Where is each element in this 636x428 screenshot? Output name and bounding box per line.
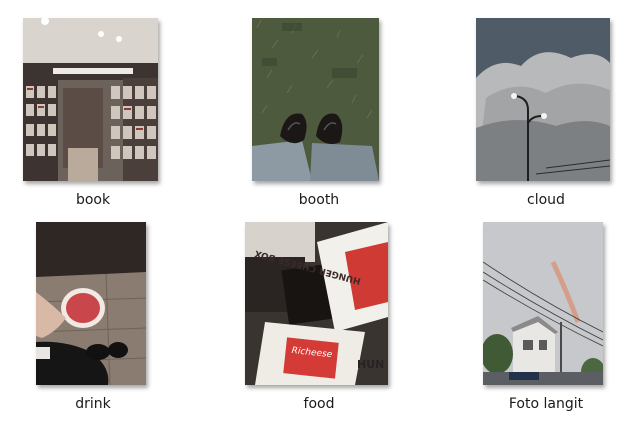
file-item-booth[interactable]: booth [229,0,409,208]
thumbnail-foto-langit[interactable] [483,222,603,385]
file-item-food[interactable]: HUNGER CHEESE BOX Richeese HUN CHE food [229,204,409,412]
thumbnail-food[interactable]: HUNGER CHEESE BOX Richeese HUN CHE [245,222,388,385]
file-name-label: food [303,396,335,412]
thumbnail-drink[interactable] [36,222,146,385]
file-name-label: Foto langit [508,396,584,412]
file-name-label: booth [298,192,340,208]
thumbnail-booth[interactable] [252,18,379,181]
thumbnail-cloud[interactable] [476,18,610,181]
food-brand-text: Richeese [291,346,333,360]
file-name-label: cloud [527,192,565,208]
thumbnail-book[interactable] [23,18,158,181]
file-item-drink[interactable]: drink [3,204,183,412]
file-item-foto-langit[interactable]: Foto langit [456,204,636,412]
file-item-book[interactable]: book [3,0,183,208]
file-item-cloud[interactable]: cloud [456,0,636,208]
file-name-label: drink [75,396,111,412]
food-box-text-2: HUN CHE [357,358,388,371]
file-name-label: book [75,192,111,208]
